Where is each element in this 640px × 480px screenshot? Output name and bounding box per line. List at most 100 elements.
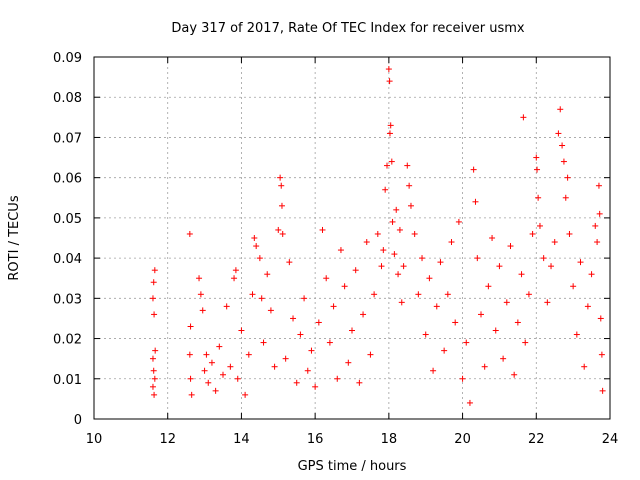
data-point [525, 291, 532, 298]
y-tick-label: 0.02 [53, 333, 82, 348]
data-point [540, 255, 547, 262]
data-point [271, 363, 278, 370]
tick-labels: 10 12 14 16 18 20 22 24 0 0.01 0.02 0.03 0.04 0.05 0.0… [53, 51, 618, 447]
data-point [534, 166, 541, 173]
data-point [597, 315, 604, 322]
data-point [312, 383, 319, 390]
data-point [415, 291, 422, 298]
data-point [186, 230, 193, 237]
data-point [518, 271, 525, 278]
data-point [356, 379, 363, 386]
data-point [301, 295, 308, 302]
data-point [149, 355, 156, 362]
x-tick-label: 20 [454, 432, 471, 447]
data-point [522, 339, 529, 346]
data-point [277, 174, 284, 181]
data-point [334, 375, 341, 382]
data-point [315, 319, 322, 326]
data-point [595, 182, 602, 189]
x-axis-label: GPS time / hours [298, 459, 407, 474]
data-point [507, 243, 514, 250]
data-point [500, 355, 507, 362]
data-points [149, 66, 606, 406]
data-point [345, 359, 352, 366]
data-point [297, 331, 304, 338]
data-point [234, 375, 241, 382]
data-point [395, 271, 402, 278]
data-point [384, 162, 391, 169]
data-point [149, 383, 156, 390]
data-point [149, 295, 156, 302]
y-tick-label: 0.04 [53, 252, 82, 267]
x-tick-label: 10 [86, 432, 103, 447]
data-point [205, 379, 212, 386]
data-point [232, 267, 239, 274]
x-tick-label: 22 [528, 432, 545, 447]
data-point [455, 218, 462, 225]
chart-title: Day 317 of 2017, Rate Of TEC Index for r… [171, 21, 525, 36]
data-point [341, 283, 348, 290]
data-point [380, 247, 387, 254]
data-point [227, 363, 234, 370]
data-point [511, 371, 518, 378]
grid-lines [94, 57, 610, 419]
data-point [378, 263, 385, 270]
data-point [404, 162, 411, 169]
data-point [441, 347, 448, 354]
data-point [367, 351, 374, 358]
data-point [371, 291, 378, 298]
data-point [278, 182, 285, 189]
data-point [152, 347, 159, 354]
data-point [398, 299, 405, 306]
data-point [588, 271, 595, 278]
data-point [382, 186, 389, 193]
data-point [555, 130, 562, 137]
data-point [470, 166, 477, 173]
data-point [411, 230, 418, 237]
y-tick-label: 0.07 [53, 131, 82, 146]
data-point [196, 275, 203, 282]
data-point [220, 371, 226, 378]
data-point [577, 259, 584, 266]
data-point [275, 226, 282, 233]
data-point [391, 251, 398, 258]
y-axis-label: ROTI / TECUs [7, 195, 22, 280]
data-point [472, 198, 479, 205]
data-point [251, 235, 258, 241]
data-point [452, 319, 459, 326]
data-point [258, 295, 265, 302]
y-tick-label: 0.05 [53, 212, 82, 227]
data-point [533, 154, 540, 161]
data-point [267, 307, 274, 314]
x-tick-label: 18 [381, 432, 398, 447]
data-point [197, 291, 204, 298]
data-point [387, 122, 394, 129]
data-point [187, 323, 194, 330]
data-point [151, 311, 158, 318]
data-point [570, 283, 577, 290]
data-point [503, 299, 510, 306]
data-point [551, 239, 558, 246]
data-point [199, 307, 206, 314]
data-point [279, 230, 286, 237]
data-point [599, 387, 606, 394]
data-point [557, 106, 564, 113]
data-point [393, 206, 400, 213]
data-point [253, 243, 260, 250]
data-point [151, 391, 158, 398]
data-point [514, 319, 521, 326]
data-point [187, 375, 194, 382]
data-point [308, 347, 315, 354]
data-point [360, 311, 367, 318]
data-point [444, 291, 451, 298]
data-point [520, 114, 527, 121]
y-tick-label: 0.08 [53, 91, 82, 106]
data-point [151, 375, 158, 382]
data-point [242, 391, 249, 398]
data-point [566, 230, 573, 237]
y-tick-label: 0.09 [53, 51, 82, 66]
data-point [492, 327, 499, 334]
data-point [216, 343, 223, 350]
data-point [282, 355, 289, 362]
axis-ticks [93, 56, 611, 420]
